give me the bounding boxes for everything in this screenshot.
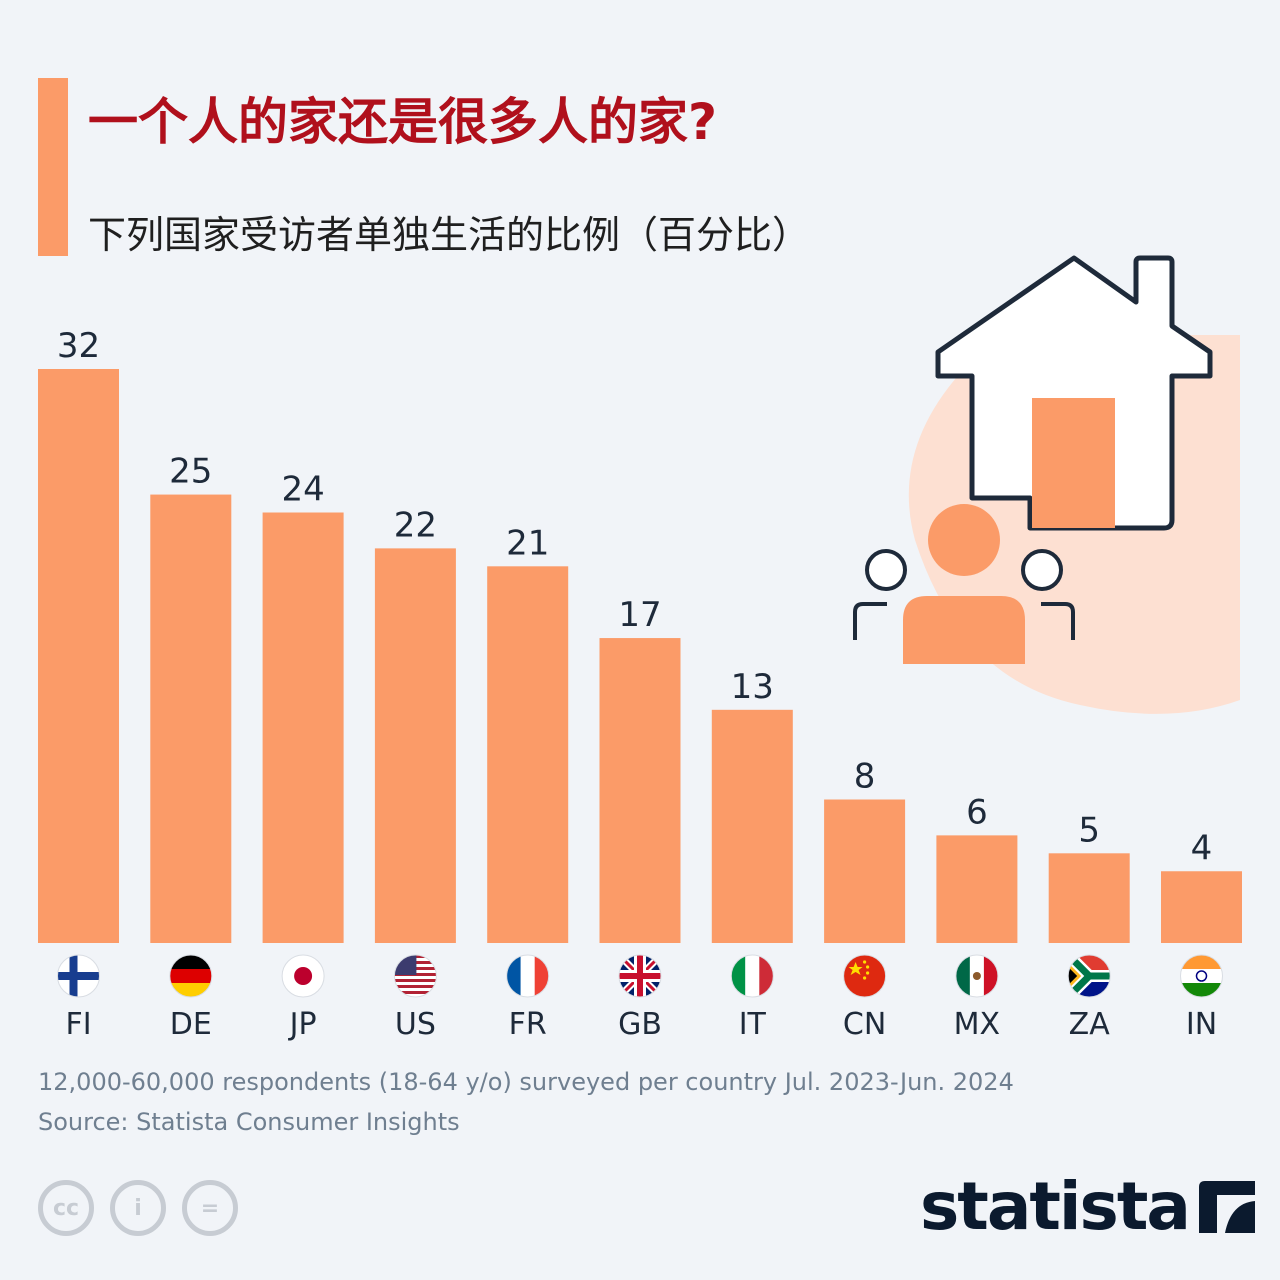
category-label-FR: FR (509, 1007, 547, 1042)
bar-IN (1161, 871, 1242, 943)
bar-JP (262, 512, 344, 943)
bar-US (374, 548, 456, 943)
japan-flag-icon (281, 954, 325, 998)
usa-flag-icon (393, 954, 437, 998)
value-label-IN: 4 (1191, 828, 1213, 868)
value-label-US: 22 (394, 505, 437, 545)
title-accent-bar (38, 78, 68, 256)
value-label-FI: 32 (57, 326, 100, 366)
footnote: 12,000-60,000 respondents (18-64 y/o) su… (38, 1068, 1014, 1096)
chart-title: 一个人的家还是很多人的家? (88, 93, 718, 151)
bar-chart: 32 25 24 22 21 17 13 8 6 5 4 FI DE JP US FR GB IT CN MX ZA I… (38, 326, 1242, 1042)
value-label-MX: 6 (966, 792, 988, 832)
statista-mark-icon (1198, 1180, 1255, 1233)
value-label-CN: 8 (854, 757, 876, 797)
statista-logo[interactable]: statista (920, 1168, 1259, 1245)
chart-subtitle: 下列国家受访者单独生活的比例（百分比） (88, 213, 811, 257)
category-label-US: US (395, 1007, 436, 1042)
germany-flag-icon (169, 954, 213, 998)
bar-GB (599, 638, 681, 943)
category-label-IT: IT (739, 1007, 767, 1042)
india-flag-icon (1180, 954, 1223, 998)
bar-ZA (1048, 853, 1130, 943)
value-label-ZA: 5 (1078, 810, 1100, 850)
value-label-IT: 13 (731, 667, 774, 707)
brand-name: statista (920, 1168, 1191, 1245)
south-africa-flag-icon (1067, 954, 1111, 998)
bar-DE (150, 494, 232, 943)
bar-FI (38, 369, 119, 943)
category-label-ZA: ZA (1069, 1007, 1111, 1042)
license-icons: cc i = (38, 1180, 238, 1236)
bar-CN (824, 799, 906, 943)
bar-FR (487, 566, 569, 943)
mexico-flag-icon (955, 954, 999, 998)
value-label-DE: 25 (169, 452, 212, 492)
category-label-FI: FI (65, 1007, 91, 1042)
finland-flag-icon (57, 954, 100, 998)
bar-IT (711, 709, 793, 943)
attribution-icon[interactable]: i (110, 1180, 166, 1236)
bar-MX (936, 835, 1018, 943)
uk-flag-icon (618, 954, 662, 998)
cc-icon[interactable]: cc (38, 1180, 94, 1236)
category-label-CN: CN (843, 1007, 886, 1042)
value-label-JP: 24 (281, 470, 324, 510)
category-label-JP: JP (288, 1007, 317, 1042)
france-flag-icon (506, 954, 550, 998)
category-label-DE: DE (170, 1007, 212, 1042)
value-label-FR: 21 (506, 523, 549, 563)
category-label-MX: MX (954, 1007, 1000, 1042)
italy-flag-icon (730, 954, 774, 998)
source-note: Source: Statista Consumer Insights (38, 1108, 460, 1136)
no-derivatives-icon[interactable]: = (182, 1180, 238, 1236)
category-label-IN: IN (1186, 1007, 1217, 1042)
category-label-GB: GB (618, 1007, 662, 1042)
china-flag-icon (843, 954, 887, 998)
value-label-GB: 17 (618, 595, 661, 635)
